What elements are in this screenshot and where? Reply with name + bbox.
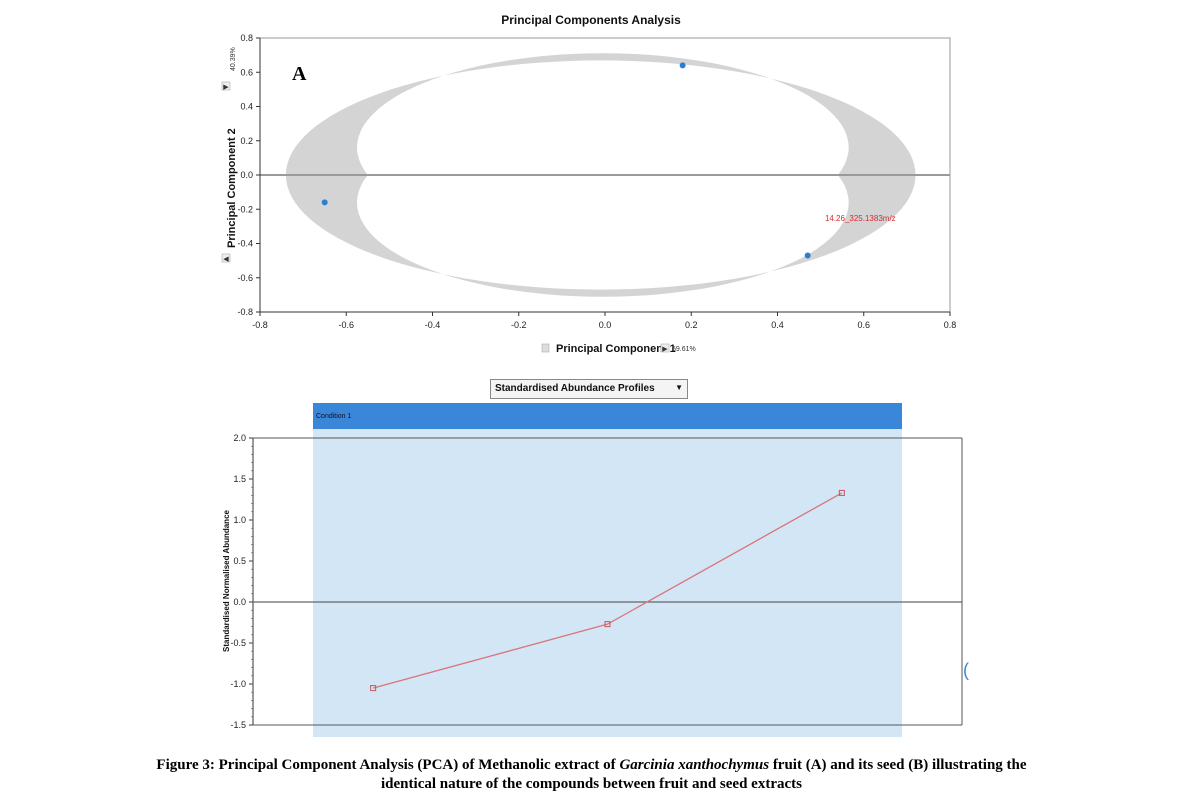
y-axis-title-group: Standardised Normalised Abundance: [222, 509, 231, 652]
y-tick-label: -0.2: [237, 204, 253, 214]
x-ticks: -0.8 -0.6 -0.4 -0.2 0.0 0.2 0.4 0.6 0.8: [252, 312, 956, 330]
x-tick-label: -0.8: [252, 320, 268, 330]
x-component-down-button[interactable]: [541, 343, 550, 353]
x-tick-label: 0.2: [685, 320, 698, 330]
x-tick-label: 0.0: [599, 320, 612, 330]
x-tick-label: 0.6: [857, 320, 870, 330]
y-tick-label: 1.0: [233, 515, 246, 525]
caption-part1: Figure 3: Principal Component Analysis (…: [156, 757, 620, 773]
condition-label: Condition 1: [316, 413, 352, 420]
y-tick-label: 0.8: [240, 33, 253, 43]
data-point[interactable]: [679, 62, 686, 69]
chart-title: Principal Components Analysis: [501, 13, 681, 27]
y-axis-title: Standardised Normalised Abundance: [222, 509, 231, 652]
y-tick-label: 0.2: [240, 136, 253, 146]
data-point[interactable]: [804, 252, 811, 259]
y-tick-label: 0.0: [240, 170, 253, 180]
y-component-down-button[interactable]: [221, 253, 231, 263]
caption-part2: fruit (A) and its seed (B) illustrating …: [769, 757, 1027, 773]
profile-type-dropdown[interactable]: Standardised Abundance Profiles ▼: [490, 379, 688, 399]
caption-line2: identical nature of the compounds betwee…: [381, 776, 802, 792]
condition-header-bar: [313, 403, 902, 429]
pca-chart: Principal Components Analysis -0.8 -0.6 -0…: [221, 13, 956, 355]
y-tick-label: 0.0: [233, 597, 246, 607]
y-tick-label: -1.0: [230, 679, 246, 689]
y-axis-percent: 40.39%: [230, 47, 237, 71]
figure-caption: Figure 3: Principal Component Analysis (…: [40, 756, 1143, 794]
series-polyline: [372, 492, 843, 689]
x-axis-percent: 59.61%: [672, 346, 696, 353]
y-tick-label: -1.5: [230, 720, 246, 730]
y-tick-label: 0.6: [240, 67, 253, 77]
series-point[interactable]: [370, 685, 377, 692]
dropdown-selected-value: Standardised Abundance Profiles: [495, 383, 655, 394]
x-tick-label: -0.6: [338, 320, 354, 330]
series-line: [370, 489, 845, 692]
chevron-left-icon: ◀: [223, 256, 229, 263]
caption-species: Garcinia xanthochymus: [619, 757, 770, 773]
x-axis-title: Principal Component 1: [556, 343, 676, 355]
y-tick-label: 0.5: [233, 556, 246, 566]
x-component-up-button[interactable]: [660, 343, 670, 353]
chevron-right-icon: ▶: [662, 346, 668, 353]
series-point[interactable]: [604, 621, 611, 628]
y-tick-label: 2.0: [233, 433, 246, 443]
y-tick-label: -0.6: [237, 273, 253, 283]
y-axis-title-group: Principal Component 2 40.39%: [226, 47, 238, 248]
x-tick-label: 0.8: [944, 320, 957, 330]
chevron-down-icon: ▼: [675, 383, 683, 392]
y-tick-label: 0.4: [240, 102, 253, 112]
panel-letter: A: [292, 63, 307, 85]
y-tick-label: -0.4: [237, 239, 253, 249]
y-ticks: 0.8 0.6 0.4 0.2 0.0 -0.2 -0.4 -0.6 -0.8: [237, 33, 260, 317]
condition-region: [313, 429, 902, 737]
x-tick-label: -0.2: [511, 320, 527, 330]
data-point[interactable]: [321, 199, 328, 206]
x-tick-label: 0.4: [771, 320, 784, 330]
y-axis-title: Principal Component 2: [226, 128, 238, 248]
x-tick-label: -0.4: [425, 320, 441, 330]
bracket-icon: (: [963, 660, 969, 680]
y-tick-label: -0.8: [237, 307, 253, 317]
point-annotation: 14.26_325.1383m/z: [825, 214, 896, 223]
y-ticks: 2.0 1.5 1.0 0.5 0.0 -0.5 -1.0 -1.5: [230, 433, 253, 730]
chevron-right-icon: ▶: [223, 84, 229, 91]
y-tick-label: 1.5: [233, 474, 246, 484]
y-component-up-button[interactable]: [221, 81, 231, 91]
series-point[interactable]: [838, 489, 845, 496]
y-tick-label: -0.5: [230, 638, 246, 648]
data-points: [321, 62, 811, 259]
abundance-profile-chart: Condition 1 2.01.51.00.50.0-0.5-1.0-1.5 …: [222, 403, 969, 737]
